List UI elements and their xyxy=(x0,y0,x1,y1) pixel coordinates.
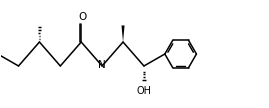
Polygon shape xyxy=(122,25,125,42)
Text: O: O xyxy=(78,12,86,22)
Text: N: N xyxy=(98,60,106,70)
Text: OH: OH xyxy=(137,86,152,96)
